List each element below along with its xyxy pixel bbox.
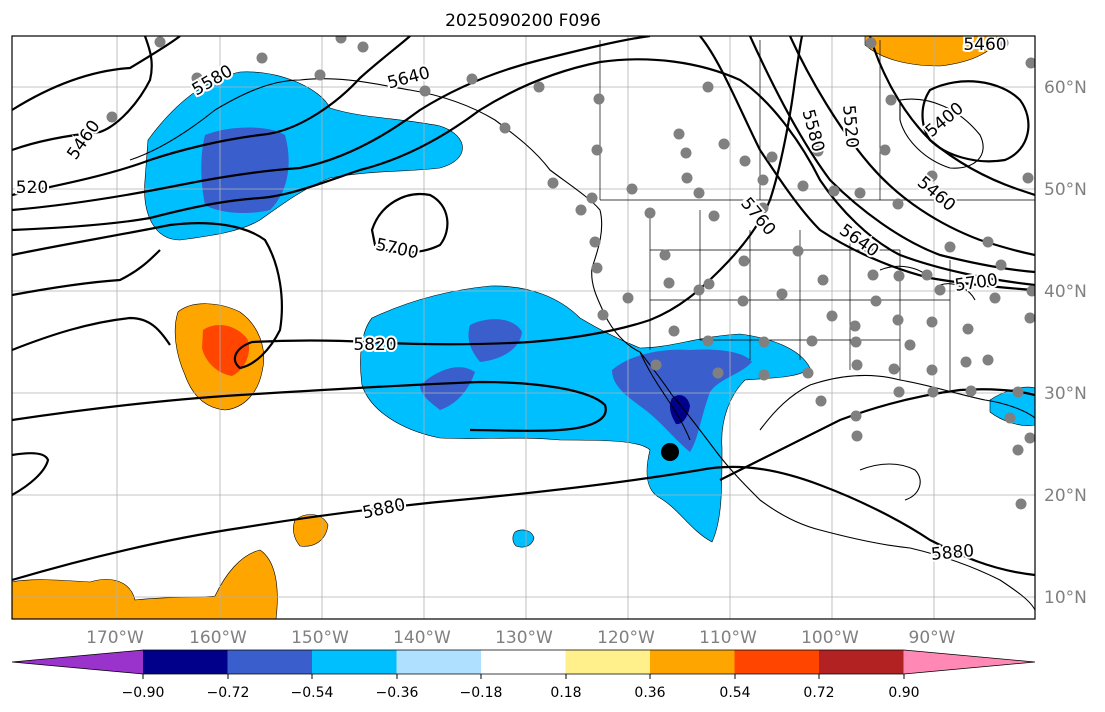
colorbar-segments <box>11 649 1036 675</box>
baja-peninsula <box>639 351 691 441</box>
map-frame <box>11 35 1036 620</box>
svg-text:5880: 5880 <box>361 495 407 524</box>
svg-text:5760: 5760 <box>736 194 779 240</box>
lon-tick: 160°W <box>189 628 247 648</box>
very-strong-negative-baja <box>669 395 690 425</box>
colorbar-tick-label: 0.18 <box>550 685 581 701</box>
svg-text:5520: 5520 <box>838 104 862 149</box>
lon-tick: 170°W <box>86 628 144 648</box>
colorbar-tick-label: 0.90 <box>888 685 919 701</box>
colorbar-extend-high <box>903 650 1035 674</box>
colorbar-segment <box>565 650 651 674</box>
strong-negative-subtropical-mid <box>420 367 475 410</box>
colorbar-tick-label: −0.18 <box>460 685 503 701</box>
colorbar-segment <box>819 650 904 674</box>
colorbar-tick-label: 0.54 <box>719 685 750 701</box>
strong-negative-north-pacific <box>201 127 289 213</box>
lat-tick: 40°N <box>1044 282 1087 302</box>
canada-borders <box>599 40 881 200</box>
latitude-ticks: 60°N 50°N 40°N 30°N 20°N 10°N <box>1044 78 1087 608</box>
svg-text:5400: 5400 <box>922 99 968 142</box>
lat-tick: 10°N <box>1044 588 1087 608</box>
colorbar-extend-low <box>12 650 143 674</box>
lon-tick: 90°W <box>909 628 956 648</box>
longitude-ticks: 170°W 160°W 150°W 140°W 130°W 120°W 110°… <box>86 628 956 648</box>
svg-text:5700: 5700 <box>953 270 999 296</box>
coastlines <box>129 40 1035 611</box>
colorbar-tick-label: −0.90 <box>122 685 165 701</box>
colorbar-tick-label: −0.54 <box>291 685 334 701</box>
lat-tick: 60°N <box>1044 78 1087 98</box>
lon-tick: 140°W <box>393 628 451 648</box>
lat-tick: 30°N <box>1044 384 1087 404</box>
target-location-marker <box>661 443 679 461</box>
svg-text:5460: 5460 <box>63 117 104 164</box>
anomaly-shading <box>12 36 1035 619</box>
colorbar-segment <box>734 650 820 674</box>
colorbar-ticks: −0.90 −0.72 −0.54 −0.36 −0.18 0.18 0.36 … <box>122 674 920 701</box>
lon-tick: 120°W <box>597 628 655 648</box>
north-america-west-coast <box>591 209 1035 611</box>
colorbar-segment <box>143 650 228 674</box>
colorbar-segment <box>227 650 313 674</box>
colorbar-tick-label: 0.72 <box>803 685 834 701</box>
lon-tick: 150°W <box>291 628 349 648</box>
gridlines <box>12 36 1035 619</box>
negative-anomaly-small <box>512 529 535 548</box>
colorbar: −0.90 −0.72 −0.54 −0.36 −0.18 0.18 0.36 … <box>11 649 1036 701</box>
svg-text:5700: 5700 <box>374 235 420 264</box>
yucatan <box>859 463 921 501</box>
height-contours <box>12 36 1035 582</box>
svg-text:5640: 5640 <box>385 63 432 94</box>
negative-anomaly-north-pacific <box>144 71 463 241</box>
lon-tick: 110°W <box>699 628 757 648</box>
strong-positive-central-pacific <box>202 325 250 376</box>
colorbar-segment <box>312 650 397 674</box>
station-markers <box>106 36 1035 510</box>
svg-text:520: 520 <box>16 178 48 198</box>
lat-tick: 20°N <box>1044 486 1087 506</box>
colorbar-segment <box>396 650 482 674</box>
colorbar-tick-label: −0.36 <box>376 685 419 701</box>
lon-tick: 100°W <box>801 628 859 648</box>
strong-negative-subtropical-west <box>468 319 522 362</box>
map-title: 2025090200 F096 <box>445 11 601 31</box>
colorbar-segment <box>481 650 566 674</box>
alaska-coast <box>129 78 601 211</box>
positive-anomaly-small <box>293 514 329 547</box>
svg-text:5820: 5820 <box>353 335 396 355</box>
colorbar-segment <box>650 650 735 674</box>
lat-tick: 50°N <box>1044 180 1087 200</box>
positive-anomaly-tropical-pacific <box>12 549 278 619</box>
lon-tick: 130°W <box>495 628 553 648</box>
colorbar-tick-label: 0.36 <box>634 685 665 701</box>
svg-text:5460: 5460 <box>963 35 1006 55</box>
colorbar-tick-label: −0.72 <box>207 685 250 701</box>
svg-text:5880: 5880 <box>930 541 975 565</box>
